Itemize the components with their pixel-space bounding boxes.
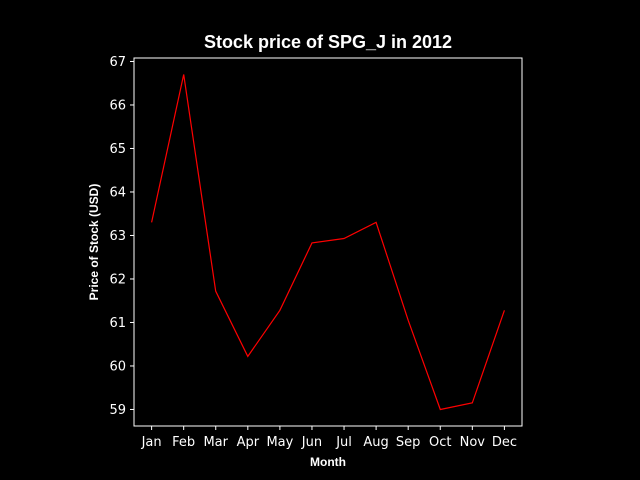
x-tick-label: Jul <box>335 435 352 450</box>
y-tick-label: 65 <box>109 142 126 157</box>
series-line <box>151 74 505 411</box>
y-tick-label: 63 <box>109 229 126 244</box>
series-layer <box>151 74 505 411</box>
x-tick-label: Jan <box>141 435 162 450</box>
x-tick-label: May <box>266 435 293 450</box>
x-tick-label: Nov <box>460 435 486 450</box>
y-tick-label: 62 <box>109 272 126 287</box>
chart-title: Stock price of SPG_J in 2012 <box>204 32 452 52</box>
y-tick-label: 64 <box>109 185 126 200</box>
plot-area-frame <box>133 57 523 427</box>
y-axis: 59 60 61 62 63 64 65 66 67 <box>109 55 134 418</box>
y-tick-label: 60 <box>109 359 126 374</box>
y-tick-label: 67 <box>109 55 126 70</box>
x-tick-label: Mar <box>203 435 228 450</box>
x-axis: Jan Feb Mar Apr May Jun Jul Aug Sep Oct Nov Dec <box>141 426 517 450</box>
x-tick-label: Apr <box>237 435 260 450</box>
x-tick-label: Feb <box>172 435 195 450</box>
x-tick-label: Aug <box>363 435 388 450</box>
x-tick-label: Sep <box>396 435 421 450</box>
x-tick-label: Oct <box>429 435 451 450</box>
y-tick-label: 66 <box>109 98 126 113</box>
x-tick-label: Jun <box>301 435 322 450</box>
x-tick-label: Dec <box>492 435 517 450</box>
y-axis-label: Price of Stock (USD) <box>87 184 101 301</box>
y-tick-label: 59 <box>109 403 126 418</box>
y-tick-label: 61 <box>109 316 126 331</box>
x-axis-label: Month <box>310 455 346 469</box>
